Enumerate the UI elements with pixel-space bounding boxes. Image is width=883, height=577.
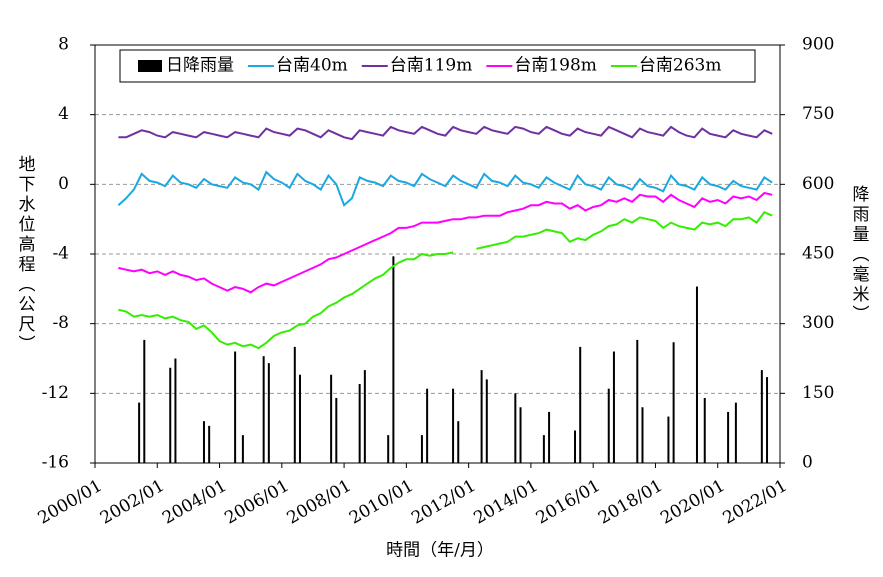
x-tick-label: 2004/01: [159, 476, 230, 529]
y2-tick-label: 150: [802, 383, 834, 403]
y2-axis-label: 降雨量（毫米）: [849, 185, 870, 325]
legend-label: 台南263m: [639, 56, 722, 76]
x-tick-label: 2014/01: [470, 476, 541, 529]
rain-bar: [335, 397, 338, 463]
rain-bar: [143, 339, 146, 463]
rain-bar: [734, 402, 737, 463]
y2-tick-label: 750: [802, 104, 834, 124]
rain-bar: [169, 367, 172, 463]
rain-bar: [262, 356, 265, 463]
rain-bar: [363, 370, 366, 463]
rain-bar: [174, 358, 177, 463]
rain-bar: [760, 370, 763, 463]
rain-bar: [426, 388, 429, 463]
y-tick-label: -4: [52, 244, 69, 264]
series-line: [118, 210, 773, 350]
rain-bar: [519, 407, 522, 463]
rain-bar: [202, 421, 205, 463]
x-tick-label: 2022/01: [720, 476, 791, 529]
x-tick-label: 2008/01: [284, 476, 355, 529]
rain-bar: [293, 346, 296, 463]
rain-bar: [392, 256, 395, 463]
rain-bar: [298, 374, 301, 463]
rain-bar: [766, 377, 769, 463]
rain-bar: [330, 374, 333, 463]
rain-bar: [420, 435, 423, 463]
rain-bar: [452, 388, 455, 463]
rain-bar: [667, 416, 670, 463]
x-tick-label: 2020/01: [657, 476, 728, 529]
rain-bar: [612, 351, 615, 463]
y2-tick-label: 300: [802, 313, 834, 333]
x-axis-label: 時間（年/月）: [386, 541, 494, 561]
x-tick-label: 2006/01: [221, 476, 292, 529]
rain-bar: [703, 397, 706, 463]
x-tick-label: 2016/01: [533, 476, 604, 529]
rain-bar: [514, 393, 517, 463]
y2-tick-label: 900: [802, 35, 834, 55]
y2-tick-label: 600: [802, 174, 834, 194]
rain-bar: [480, 370, 483, 463]
rain-bar: [672, 342, 675, 463]
rain-bar: [607, 388, 610, 463]
rain-bar: [542, 435, 545, 463]
y-tick-label: -16: [42, 453, 69, 473]
y-tick-label: 8: [58, 35, 69, 55]
rain-bar: [727, 411, 730, 463]
rain-bar: [387, 435, 390, 463]
x-tick-label: 2012/01: [408, 476, 479, 529]
rain-bar: [579, 346, 582, 463]
x-tick-label: 2010/01: [346, 476, 417, 529]
rain-bar: [641, 407, 644, 463]
rain-bar: [358, 384, 361, 463]
y-tick-label: 0: [58, 174, 69, 194]
rain-bar: [241, 435, 244, 463]
legend-label: 台南198m: [514, 56, 597, 76]
series-line: [117, 170, 773, 207]
rain-bar: [234, 351, 237, 463]
rain-bar: [138, 402, 141, 463]
legend-label: 日降雨量: [166, 56, 234, 76]
rain-bar: [267, 363, 270, 463]
x-tick-label: 2018/01: [595, 476, 666, 529]
y-axis-label: 地下水位高程（公尺）: [15, 155, 36, 355]
y2-tick-label: 0: [802, 453, 813, 473]
y-tick-label: 4: [58, 104, 69, 124]
plot-frame: [94, 44, 781, 464]
rain-bar: [457, 421, 460, 463]
rain-bar: [208, 425, 211, 463]
x-tick-label: 2002/01: [97, 476, 168, 529]
rain-bar: [636, 339, 639, 463]
series-line: [118, 125, 773, 141]
y-tick-label: -8: [52, 313, 69, 333]
x-tick-label: 2000/01: [35, 476, 106, 529]
legend-label: 台南40m: [276, 56, 348, 76]
rain-bar: [574, 430, 577, 463]
series-line: [118, 191, 773, 294]
y2-tick-label: 450: [802, 244, 834, 264]
rain-bar: [548, 411, 551, 463]
legend-swatch: [138, 60, 162, 72]
legend-label: 台南119m: [390, 56, 473, 76]
legend-box: [119, 49, 756, 83]
y-tick-label: -12: [42, 383, 69, 403]
rain-bar: [485, 379, 488, 463]
rain-bar: [695, 286, 698, 463]
